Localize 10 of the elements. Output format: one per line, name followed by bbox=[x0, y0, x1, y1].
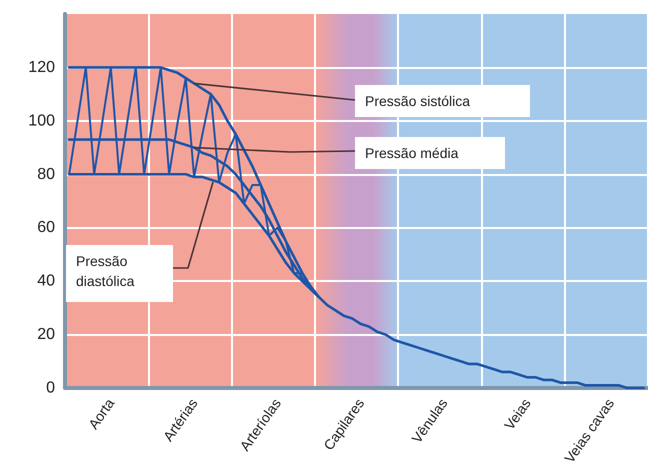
y-tick-label: 60 bbox=[37, 219, 56, 236]
y-tick-label: 20 bbox=[37, 326, 56, 344]
annotation: Pressão média bbox=[365, 144, 460, 163]
y-tick-label: 120 bbox=[28, 58, 56, 76]
annotation: Pressão sistólica bbox=[365, 92, 472, 111]
y-tick-label: 100 bbox=[28, 112, 56, 130]
y-tick-label: 0 bbox=[46, 380, 56, 396]
y-tick-label: 80 bbox=[37, 166, 56, 183]
y-tick-label: 40 bbox=[37, 272, 56, 290]
annotation: Pressão diastólica bbox=[76, 252, 136, 291]
